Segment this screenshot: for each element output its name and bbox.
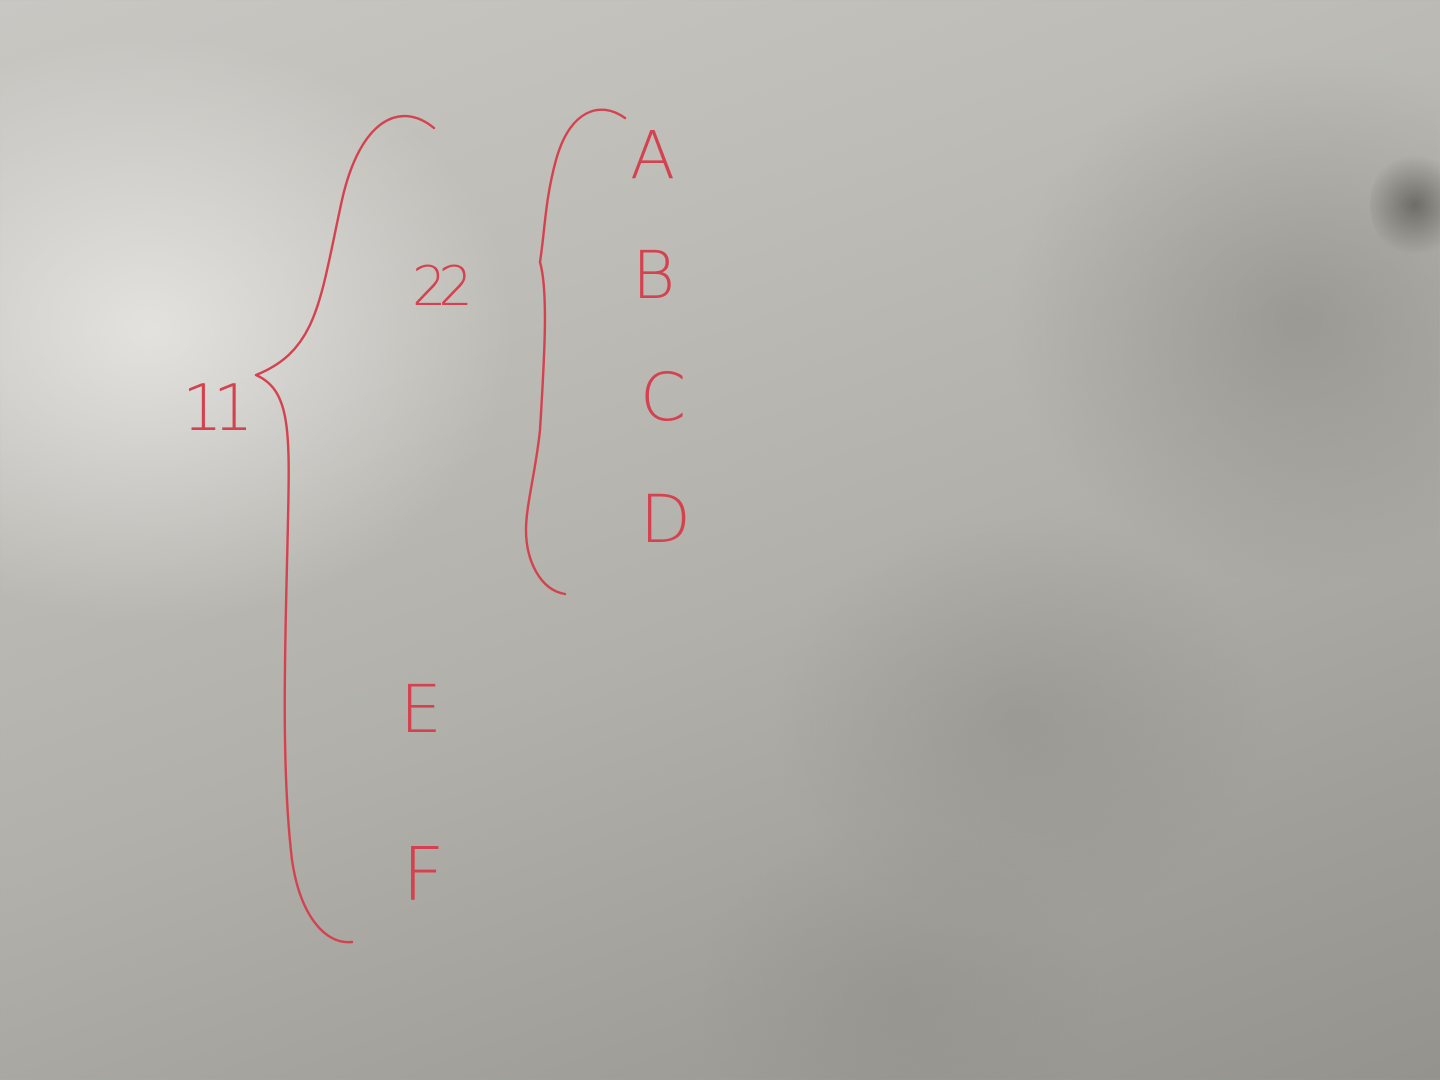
- root-label: 11: [182, 372, 247, 446]
- node-f-label: F: [402, 832, 445, 918]
- node-e-label: E: [400, 671, 442, 748]
- node-c-label: C: [640, 359, 686, 436]
- node-d-label: D: [640, 481, 691, 558]
- node-a-label: A: [630, 117, 675, 194]
- node-22-label: 22: [412, 255, 467, 318]
- node-b-label: B: [632, 237, 675, 314]
- outer-brace: [254, 114, 436, 944]
- paper-shadow-spot: [1370, 150, 1440, 260]
- inner-brace: [524, 108, 627, 596]
